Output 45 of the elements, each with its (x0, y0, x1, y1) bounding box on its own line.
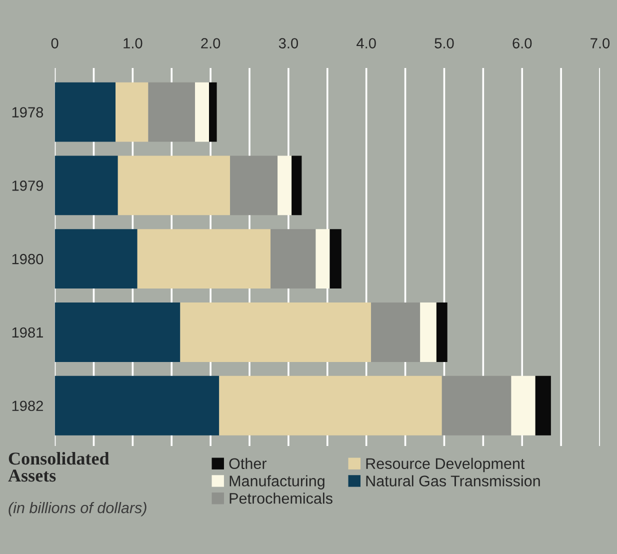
legend-label: Manufacturing (230, 475, 324, 490)
bar (316, 229, 330, 289)
y-tick-label: 1981 (12, 327, 43, 338)
bar (180, 302, 372, 362)
bar (54, 229, 138, 289)
bar (436, 302, 448, 362)
bar (54, 376, 220, 436)
bar (535, 376, 551, 436)
legend-label: Natural Gas Transmission (366, 475, 540, 486)
x-tick-label: 5.0 (434, 38, 454, 48)
bar (116, 82, 148, 142)
x-tick-label: 1.0 (124, 38, 142, 48)
x-tick-label: 0 (51, 38, 58, 48)
y-tick-label: 1979 (12, 180, 43, 191)
bar (442, 376, 512, 436)
bar (371, 302, 420, 362)
text: (in billions of dollars) (8, 502, 146, 516)
x-tick-label: 4.0 (356, 38, 376, 48)
y-tick-label: 1980 (12, 254, 44, 264)
x-tick-label: 7.0 (590, 38, 610, 48)
bar (137, 229, 271, 289)
x-tick-label: 6.0 (512, 38, 532, 48)
legend-label: Other (229, 458, 267, 470)
bar (278, 156, 292, 216)
x-tick-label: 2.0 (201, 38, 220, 48)
x-tick-label: 3.0 (278, 38, 298, 48)
bar (292, 156, 302, 216)
text: Consolidated Assets (8, 452, 110, 482)
bar (54, 302, 180, 362)
bar (330, 229, 342, 289)
bar (118, 156, 230, 216)
bar (148, 82, 195, 142)
bar (511, 376, 536, 436)
bar (194, 82, 210, 142)
y-tick-label: 1978 (12, 107, 44, 118)
bar (270, 229, 316, 289)
bar (54, 82, 116, 142)
bar (209, 82, 217, 142)
bar (54, 156, 118, 216)
legend-label: Resource Development (366, 458, 525, 472)
bar (230, 156, 278, 216)
y-tick-label: 1982 (12, 400, 43, 412)
bar (219, 376, 442, 436)
bar (420, 302, 436, 362)
legend-label: Petrochemicals (230, 492, 332, 504)
